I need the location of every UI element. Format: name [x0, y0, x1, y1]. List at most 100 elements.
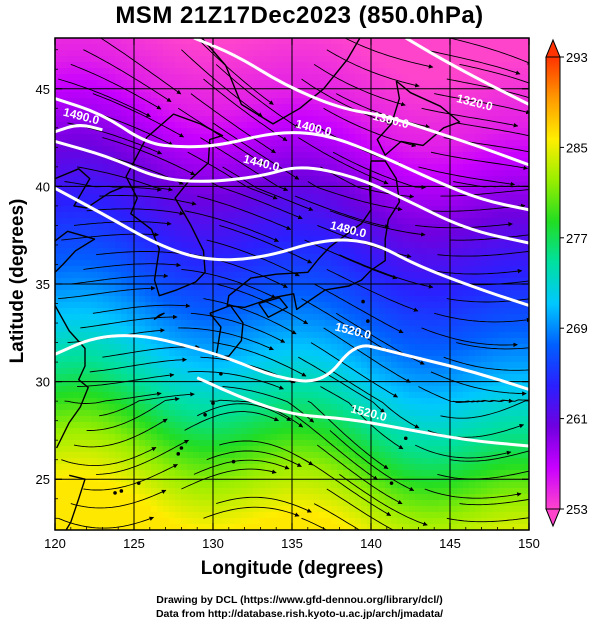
streamline [86, 208, 185, 216]
colorbar-tick-label: 285 [566, 140, 588, 155]
streamline [449, 450, 529, 462]
streamline [181, 268, 277, 299]
streamline [326, 49, 420, 88]
streamline [64, 391, 162, 404]
streamline [99, 195, 197, 206]
streamline [434, 93, 529, 115]
streamline [64, 181, 162, 192]
island-mark [389, 481, 394, 485]
island-mark [176, 452, 181, 456]
streamline [421, 107, 519, 128]
streamline [187, 371, 284, 390]
streamline [446, 78, 529, 99]
streamline [424, 268, 523, 275]
streamline [332, 371, 420, 429]
x-tick-label: 150 [518, 536, 540, 551]
streamline [424, 488, 522, 499]
streamline [222, 166, 314, 211]
streamline [446, 517, 529, 523]
streamline [304, 239, 398, 280]
streamline [332, 151, 427, 190]
streamline [440, 400, 529, 419]
streamline [190, 93, 276, 154]
streamline [206, 239, 300, 277]
island-mark [203, 413, 207, 417]
contour-line [55, 334, 529, 391]
streamline [96, 439, 190, 475]
streamline [430, 371, 527, 396]
island-mark [361, 299, 365, 304]
island-mark [119, 489, 124, 493]
contour-line [405, 38, 529, 106]
streamline [320, 386, 404, 450]
coastline-segment [65, 474, 86, 530]
streamline [219, 224, 313, 264]
streamline [77, 166, 173, 192]
contour-line [55, 97, 529, 212]
streamline [209, 181, 303, 220]
streamline [58, 516, 155, 529]
streamline [92, 93, 184, 138]
streamline [70, 63, 162, 110]
streamline [181, 49, 263, 117]
streamline [329, 210, 426, 237]
streamline [203, 298, 297, 335]
streamline [307, 181, 403, 212]
streamline [196, 403, 292, 422]
streamline [326, 268, 419, 312]
streamline [222, 386, 315, 423]
streamline [203, 78, 288, 142]
streamline [70, 273, 169, 285]
streamline [184, 411, 279, 431]
island-mark [179, 446, 184, 450]
streamline [83, 463, 178, 491]
contour-line [55, 124, 103, 134]
streamline [102, 137, 196, 176]
streamline [307, 400, 389, 470]
streamline [459, 498, 529, 506]
coastline-segment [258, 297, 288, 318]
streamline [89, 357, 187, 373]
island-mark [211, 401, 215, 405]
streamline [216, 496, 312, 513]
streamline [418, 166, 516, 187]
streamline [216, 283, 309, 325]
streamline [344, 38, 434, 69]
streamline [418, 386, 514, 404]
streamline [459, 63, 529, 84]
streamline [203, 506, 300, 519]
streamline [295, 195, 390, 229]
streamline [339, 254, 434, 289]
streamline [339, 474, 428, 526]
streamline [310, 342, 398, 398]
streamline [317, 444, 403, 505]
streamline [215, 64, 300, 129]
y-tick-label: 40 [36, 179, 50, 194]
streamline [70, 489, 167, 509]
streamline [456, 342, 529, 350]
streamline [329, 430, 415, 492]
streamline [212, 342, 307, 377]
coastline-segment [55, 168, 125, 209]
x-tick-label: 145 [439, 536, 461, 551]
streamline [96, 251, 194, 258]
streamline [83, 262, 181, 270]
streamline [450, 234, 529, 241]
streamline [313, 283, 404, 334]
streamline [437, 250, 529, 257]
colorbar-tick-label: 269 [566, 321, 588, 336]
streamline [446, 298, 529, 303]
streamline [298, 137, 389, 185]
y-tick-label: 35 [36, 277, 50, 292]
streamline [86, 396, 180, 431]
y-tick-label: 25 [36, 472, 50, 487]
temperature-field [55, 38, 529, 530]
contour-line [196, 376, 529, 448]
x-tick-label: 120 [44, 536, 66, 551]
streamline [421, 327, 518, 348]
contour-line [55, 186, 529, 307]
streamline [219, 440, 314, 466]
streamline [99, 392, 195, 417]
x-tick-label: 135 [281, 536, 303, 551]
credit-drawing: Drawing by DCL (https://www.gfd-dennou.o… [156, 594, 443, 606]
